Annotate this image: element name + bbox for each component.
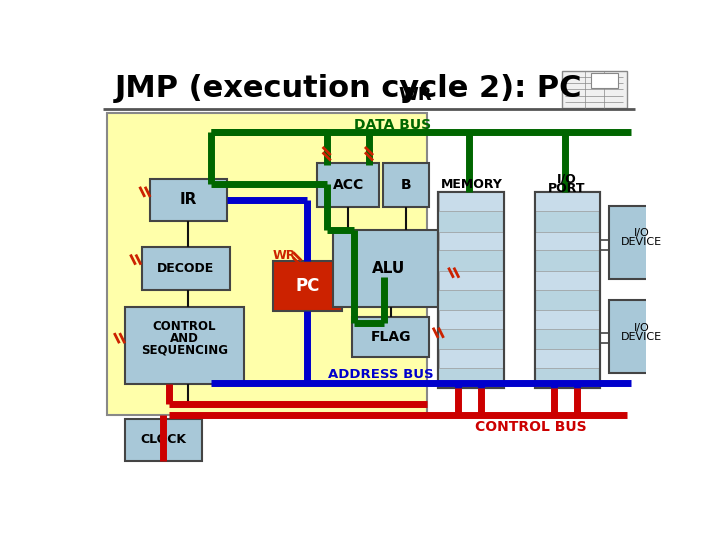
Bar — [333, 231, 444, 307]
Bar — [590, 72, 618, 88]
Bar — [439, 192, 503, 211]
Bar — [438, 192, 504, 388]
Bar — [439, 271, 503, 289]
Bar — [535, 192, 599, 211]
Text: B: B — [400, 178, 411, 192]
Bar — [125, 307, 244, 384]
Bar — [535, 349, 599, 368]
Text: WR: WR — [398, 86, 432, 104]
Bar — [609, 206, 675, 279]
Text: CLOCK: CLOCK — [140, 433, 186, 446]
Text: WR: WR — [273, 249, 296, 262]
Bar — [318, 164, 379, 207]
Text: DEVICE: DEVICE — [621, 237, 662, 247]
Text: MEMORY: MEMORY — [441, 178, 503, 191]
Bar — [535, 310, 599, 329]
Bar — [352, 318, 429, 357]
Bar — [142, 247, 230, 289]
Text: DEVICE: DEVICE — [621, 333, 662, 342]
Text: I/O: I/O — [557, 172, 577, 185]
Bar — [125, 419, 202, 461]
Bar — [562, 71, 627, 108]
Text: IR: IR — [179, 192, 197, 207]
Text: ACC: ACC — [333, 178, 364, 192]
Text: SEQUENCING: SEQUENCING — [140, 343, 228, 356]
Bar — [535, 232, 599, 251]
Text: AND: AND — [170, 332, 199, 345]
Text: ALU: ALU — [372, 261, 405, 276]
Bar — [273, 261, 342, 311]
Text: CONTROL: CONTROL — [153, 320, 216, 333]
Bar — [534, 192, 600, 388]
Text: PC: PC — [295, 277, 320, 295]
Text: CONTROL BUS: CONTROL BUS — [475, 420, 587, 434]
Text: FLAG: FLAG — [370, 330, 411, 345]
Bar — [609, 300, 675, 373]
Bar — [439, 349, 503, 368]
Text: I/O: I/O — [634, 228, 649, 238]
Bar — [438, 192, 504, 388]
Bar — [383, 164, 429, 207]
Bar — [107, 113, 427, 415]
Text: ADDRESS BUS: ADDRESS BUS — [328, 368, 433, 381]
Bar — [150, 179, 227, 221]
Text: JMP (execution cycle 2): PC: JMP (execution cycle 2): PC — [115, 74, 582, 103]
Text: DECODE: DECODE — [157, 261, 215, 274]
Text: I/O: I/O — [634, 323, 649, 333]
Bar — [439, 232, 503, 251]
Text: DATA BUS: DATA BUS — [354, 118, 431, 132]
Bar — [534, 192, 600, 388]
Bar — [535, 271, 599, 289]
Bar — [439, 310, 503, 329]
Text: PORT: PORT — [548, 181, 585, 194]
